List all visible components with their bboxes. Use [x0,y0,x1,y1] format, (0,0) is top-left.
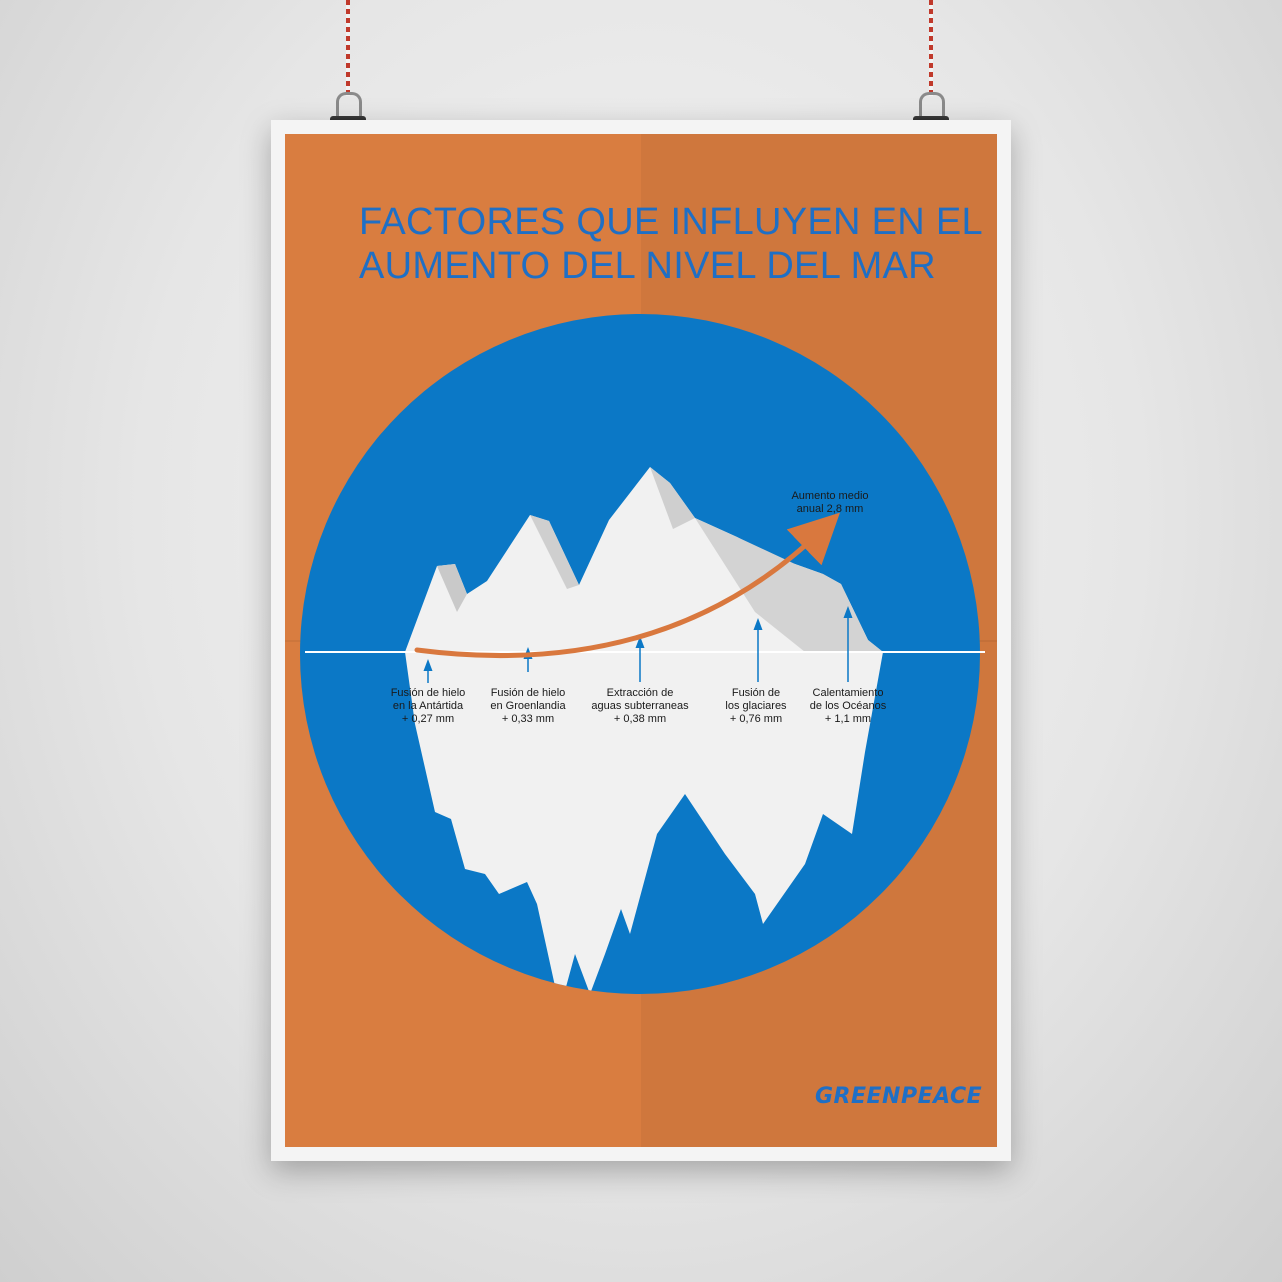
total-label: Aumento medio anual 2,8 mm [765,490,895,516]
iceberg-shadow-mid [530,515,579,589]
poster: FACTORES QUE INFLUYEN EN EL AUMENTO DEL … [285,134,997,1147]
factor-value: + 0,76 mm [729,713,783,725]
iceberg-illustration [300,314,985,994]
hanging-string-right [929,0,933,96]
iceberg-shadow-left [437,564,467,612]
factor-line: aguas subterraneas [591,700,689,712]
total-line-1: Aumento medio [791,490,869,502]
factor-label-antartida: Fusión de hielo en la Antártida + 0,27 m… [353,687,503,726]
iceberg-underwater [405,652,883,994]
greenpeace-logo: GREENPEACE [815,1084,983,1109]
factor-value: + 0,27 mm [401,713,455,725]
factor-line: Extracción de [606,687,674,699]
factor-label-groenlandia: Fusión de hielo en Groenlandia + 0,33 mm [453,687,603,726]
factor-label-oceanos: Calentamiento de los Océanos + 1,1 mm [773,687,923,726]
factor-value: + 0,38 mm [613,713,667,725]
poster-title: FACTORES QUE INFLUYEN EN EL AUMENTO DEL … [359,200,989,288]
factor-line: Fusión de [731,687,781,699]
trend-arrow [414,512,840,659]
factor-value: + 1,1 mm [824,713,872,725]
factor-line: Fusión de hielo [390,687,466,699]
title-line-1: FACTORES QUE INFLUYEN EN EL [359,201,983,243]
factor-line: los glaciares [725,700,787,712]
hanging-string-left [346,0,350,96]
poster-paper: FACTORES QUE INFLUYEN EN EL AUMENTO DEL … [271,120,1011,1161]
factor-label-aguas: Extracción de aguas subterraneas + 0,38 … [565,687,715,726]
factor-line: Fusión de hielo [490,687,566,699]
iceberg-shadow-right [695,518,883,652]
factor-line: en Groenlandia [490,700,566,712]
factor-label-glaciares: Fusión de los glaciares + 0,76 mm [681,687,831,726]
factor-line: Calentamiento [812,687,884,699]
iceberg-shadow-peak [650,467,695,529]
factor-line: en la Antártida [392,700,464,712]
title-line-2: AUMENTO DEL NIVEL DEL MAR [359,245,936,287]
factor-value: + 0,33 mm [501,713,555,725]
total-line-2: anual 2,8 mm [796,503,864,515]
factor-line: de los Océanos [809,700,887,712]
